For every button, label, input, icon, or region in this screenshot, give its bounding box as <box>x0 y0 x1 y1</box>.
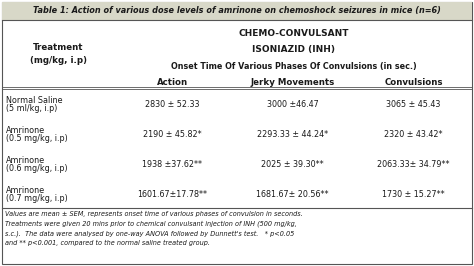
Text: and ** p<0.001, compared to the normal saline treated group.: and ** p<0.001, compared to the normal s… <box>5 239 210 246</box>
Text: 3065 ± 45.43: 3065 ± 45.43 <box>386 100 441 109</box>
Text: Treatment
(mg/kg, i.p): Treatment (mg/kg, i.p) <box>30 43 87 65</box>
Text: (0.7 mg/kg, i.p): (0.7 mg/kg, i.p) <box>6 194 68 203</box>
Text: Onset Time Of Various Phases Of Convulsions (in sec.): Onset Time Of Various Phases Of Convulsi… <box>171 62 416 71</box>
Text: Convulsions: Convulsions <box>384 78 443 87</box>
Text: Amrinone: Amrinone <box>6 126 45 135</box>
Bar <box>2 2 472 20</box>
Text: (5 ml/kg, i.p): (5 ml/kg, i.p) <box>6 104 57 113</box>
Text: Action: Action <box>157 78 188 87</box>
Text: Jerky Movements: Jerky Movements <box>250 78 335 87</box>
Text: Table 1: Action of various dose levels of amrinone on chemoshock seizures in mic: Table 1: Action of various dose levels o… <box>33 6 441 15</box>
Text: Amrinone: Amrinone <box>6 156 45 165</box>
Text: (0.5 mg/kg, i.p): (0.5 mg/kg, i.p) <box>6 134 68 143</box>
Text: 2293.33 ± 44.24*: 2293.33 ± 44.24* <box>257 130 328 139</box>
Text: 2830 ± 52.33: 2830 ± 52.33 <box>145 100 200 109</box>
Text: 2320 ± 43.42*: 2320 ± 43.42* <box>384 130 443 139</box>
Text: Amrinone: Amrinone <box>6 186 45 195</box>
Text: 2190 ± 45.82*: 2190 ± 45.82* <box>143 130 202 139</box>
Text: CHEMO-CONVULSANT: CHEMO-CONVULSANT <box>238 29 349 38</box>
Text: Values are mean ± SEM, represents onset time of various phases of convulsion in : Values are mean ± SEM, represents onset … <box>5 211 303 217</box>
Text: s.c.).  The data were analysed by one-way ANOVA followed by Dunnett's test.   * : s.c.). The data were analysed by one-way… <box>5 230 294 237</box>
Text: 2063.33± 34.79**: 2063.33± 34.79** <box>377 160 450 169</box>
Text: 2025 ± 39.30**: 2025 ± 39.30** <box>261 160 324 169</box>
Text: (0.6 mg/kg, i.p): (0.6 mg/kg, i.p) <box>6 164 68 173</box>
Text: 1730 ± 15.27**: 1730 ± 15.27** <box>382 190 445 200</box>
Text: 1601.67±17.78**: 1601.67±17.78** <box>137 190 208 200</box>
Text: Normal Saline: Normal Saline <box>6 95 63 105</box>
Text: ISONIAZID (INH): ISONIAZID (INH) <box>252 45 335 55</box>
Text: 3000 ±46.47: 3000 ±46.47 <box>266 100 319 109</box>
Text: 1681.67± 20.56**: 1681.67± 20.56** <box>256 190 329 200</box>
Text: Treatments were given 20 mins prior to chemical convulsant injection of INH (500: Treatments were given 20 mins prior to c… <box>5 221 297 227</box>
Text: 1938 ±37.62**: 1938 ±37.62** <box>143 160 202 169</box>
